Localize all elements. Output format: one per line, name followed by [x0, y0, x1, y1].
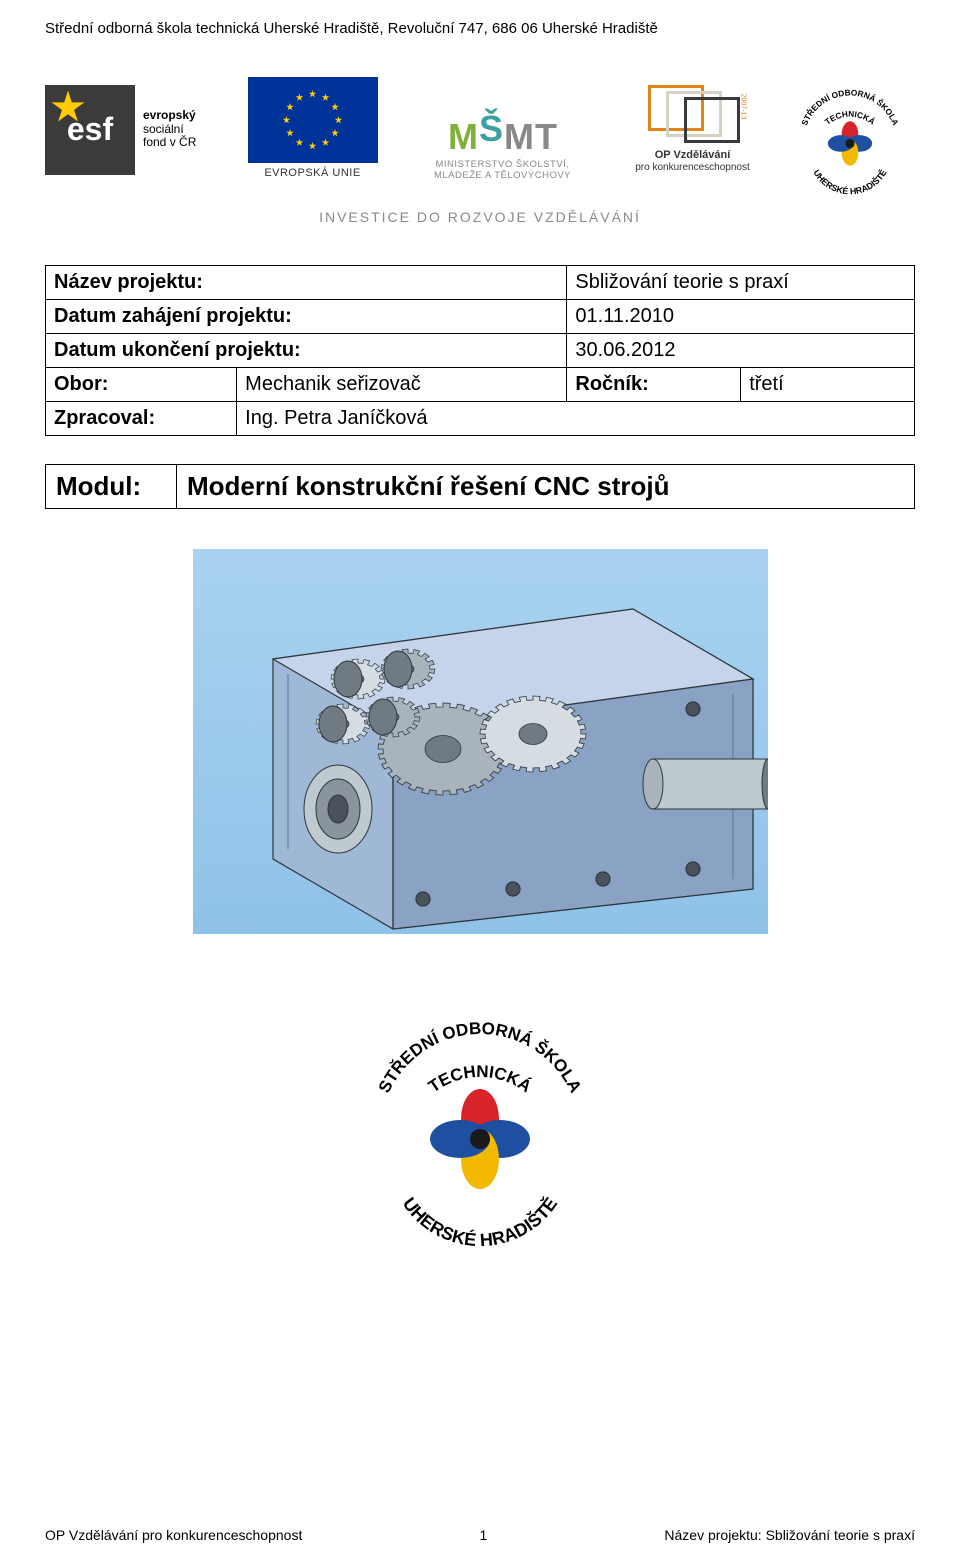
- op-caption: OP Vzdělávání pro konkurenceschopnost: [635, 149, 750, 173]
- svg-text:STŘEDNÍ ODBORNÁ ŠKOLA: STŘEDNÍ ODBORNÁ ŠKOLA: [375, 1019, 585, 1096]
- esf-logo: esf evropský sociální fond v ČR: [45, 77, 220, 182]
- table-row: Datum zahájení projektu: 01.11.2010: [46, 300, 915, 334]
- school-logo-large: STŘEDNÍ ODBORNÁ ŠKOLA TECHNICKÁ UHERSKÉ …: [350, 994, 610, 1254]
- start-date-value: 01.11.2010: [567, 300, 915, 334]
- op-logo: 2007-13 OP Vzdělávání pro konkurencescho…: [610, 77, 775, 182]
- school-header: Střední odborná škola technická Uherské …: [45, 20, 915, 37]
- rocnik-label: Ročník:: [567, 368, 741, 402]
- zprac-label: Zpracoval:: [46, 402, 237, 436]
- table-row: Název projektu: Sbližování teorie s prax…: [46, 266, 915, 300]
- end-date-label: Datum ukončení projektu:: [46, 334, 567, 368]
- start-date-label: Datum zahájení projektu:: [46, 300, 567, 334]
- eu-flag-icon: [248, 77, 378, 163]
- esf-caption: evropský sociální fond v ČR: [143, 109, 196, 150]
- footer-left: OP Vzdělávání pro konkurenceschopnost: [45, 1527, 302, 1543]
- msmt-mark: MŠMT: [448, 106, 557, 158]
- table-row: Obor: Mechanik seřizovač Ročník: třetí: [46, 368, 915, 402]
- project-name-label: Název projektu:: [46, 266, 567, 300]
- rocnik-value: třetí: [741, 368, 915, 402]
- msmt-logo: MŠMT MINISTERSTVO ŠKOLSTVÍ, MLÁDEŽE A TĚ…: [405, 77, 600, 182]
- esf-badge: esf: [45, 85, 135, 175]
- module-label: Modul:: [46, 465, 177, 509]
- module-table: Modul: Moderní konstrukční řešení CNC st…: [45, 464, 915, 509]
- page-footer: OP Vzdělávání pro konkurenceschopnost 1 …: [45, 1527, 915, 1543]
- svg-text:STŘEDNÍ ODBORNÁ ŠKOLA: STŘEDNÍ ODBORNÁ ŠKOLA: [799, 87, 901, 126]
- svg-text:UHERSKÉ HRADIŠTĚ: UHERSKÉ HRADIŠTĚ: [399, 1193, 561, 1250]
- page: Střední odborná škola technická Uherské …: [0, 0, 960, 1563]
- project-name-value: Sbližování teorie s praxí: [567, 266, 915, 300]
- table-row: Modul: Moderní konstrukční řešení CNC st…: [46, 465, 915, 509]
- table-row: Zpracoval: Ing. Petra Janíčková: [46, 402, 915, 436]
- op-mark: 2007-13: [648, 85, 738, 143]
- table-row: Datum ukončení projektu: 30.06.2012: [46, 334, 915, 368]
- module-value: Moderní konstrukční řešení CNC strojů: [177, 465, 915, 509]
- eu-label: EVROPSKÁ UNIE: [264, 167, 360, 179]
- project-table: Název projektu: Sbližování teorie s prax…: [45, 265, 915, 436]
- zprac-value: Ing. Petra Janíčková: [237, 402, 915, 436]
- footer-right: Název projektu: Sbližování teorie s prax…: [664, 1527, 915, 1543]
- cnc-illustration: [193, 549, 768, 934]
- end-date-value: 30.06.2012: [567, 334, 915, 368]
- school-logo: STŘEDNÍ ODBORNÁ ŠKOLA TECHNICKÁ UHERSKÉ …: [785, 77, 915, 197]
- tagline: INVESTICE DO ROZVOJE VZDĚLÁVÁNÍ: [45, 209, 915, 225]
- msmt-subtitle: MINISTERSTVO ŠKOLSTVÍ, MLÁDEŽE A TĚLOVÝC…: [434, 160, 571, 182]
- obor-value: Mechanik seřizovač: [237, 368, 567, 402]
- footer-page: 1: [479, 1527, 487, 1543]
- obor-label: Obor:: [46, 368, 237, 402]
- logo-strip: esf evropský sociální fond v ČR EVROPSKÁ…: [45, 77, 915, 197]
- eu-logo: EVROPSKÁ UNIE: [230, 77, 395, 182]
- svg-text:UHERSKÉ HRADIŠTĚ: UHERSKÉ HRADIŠTĚ: [811, 167, 888, 196]
